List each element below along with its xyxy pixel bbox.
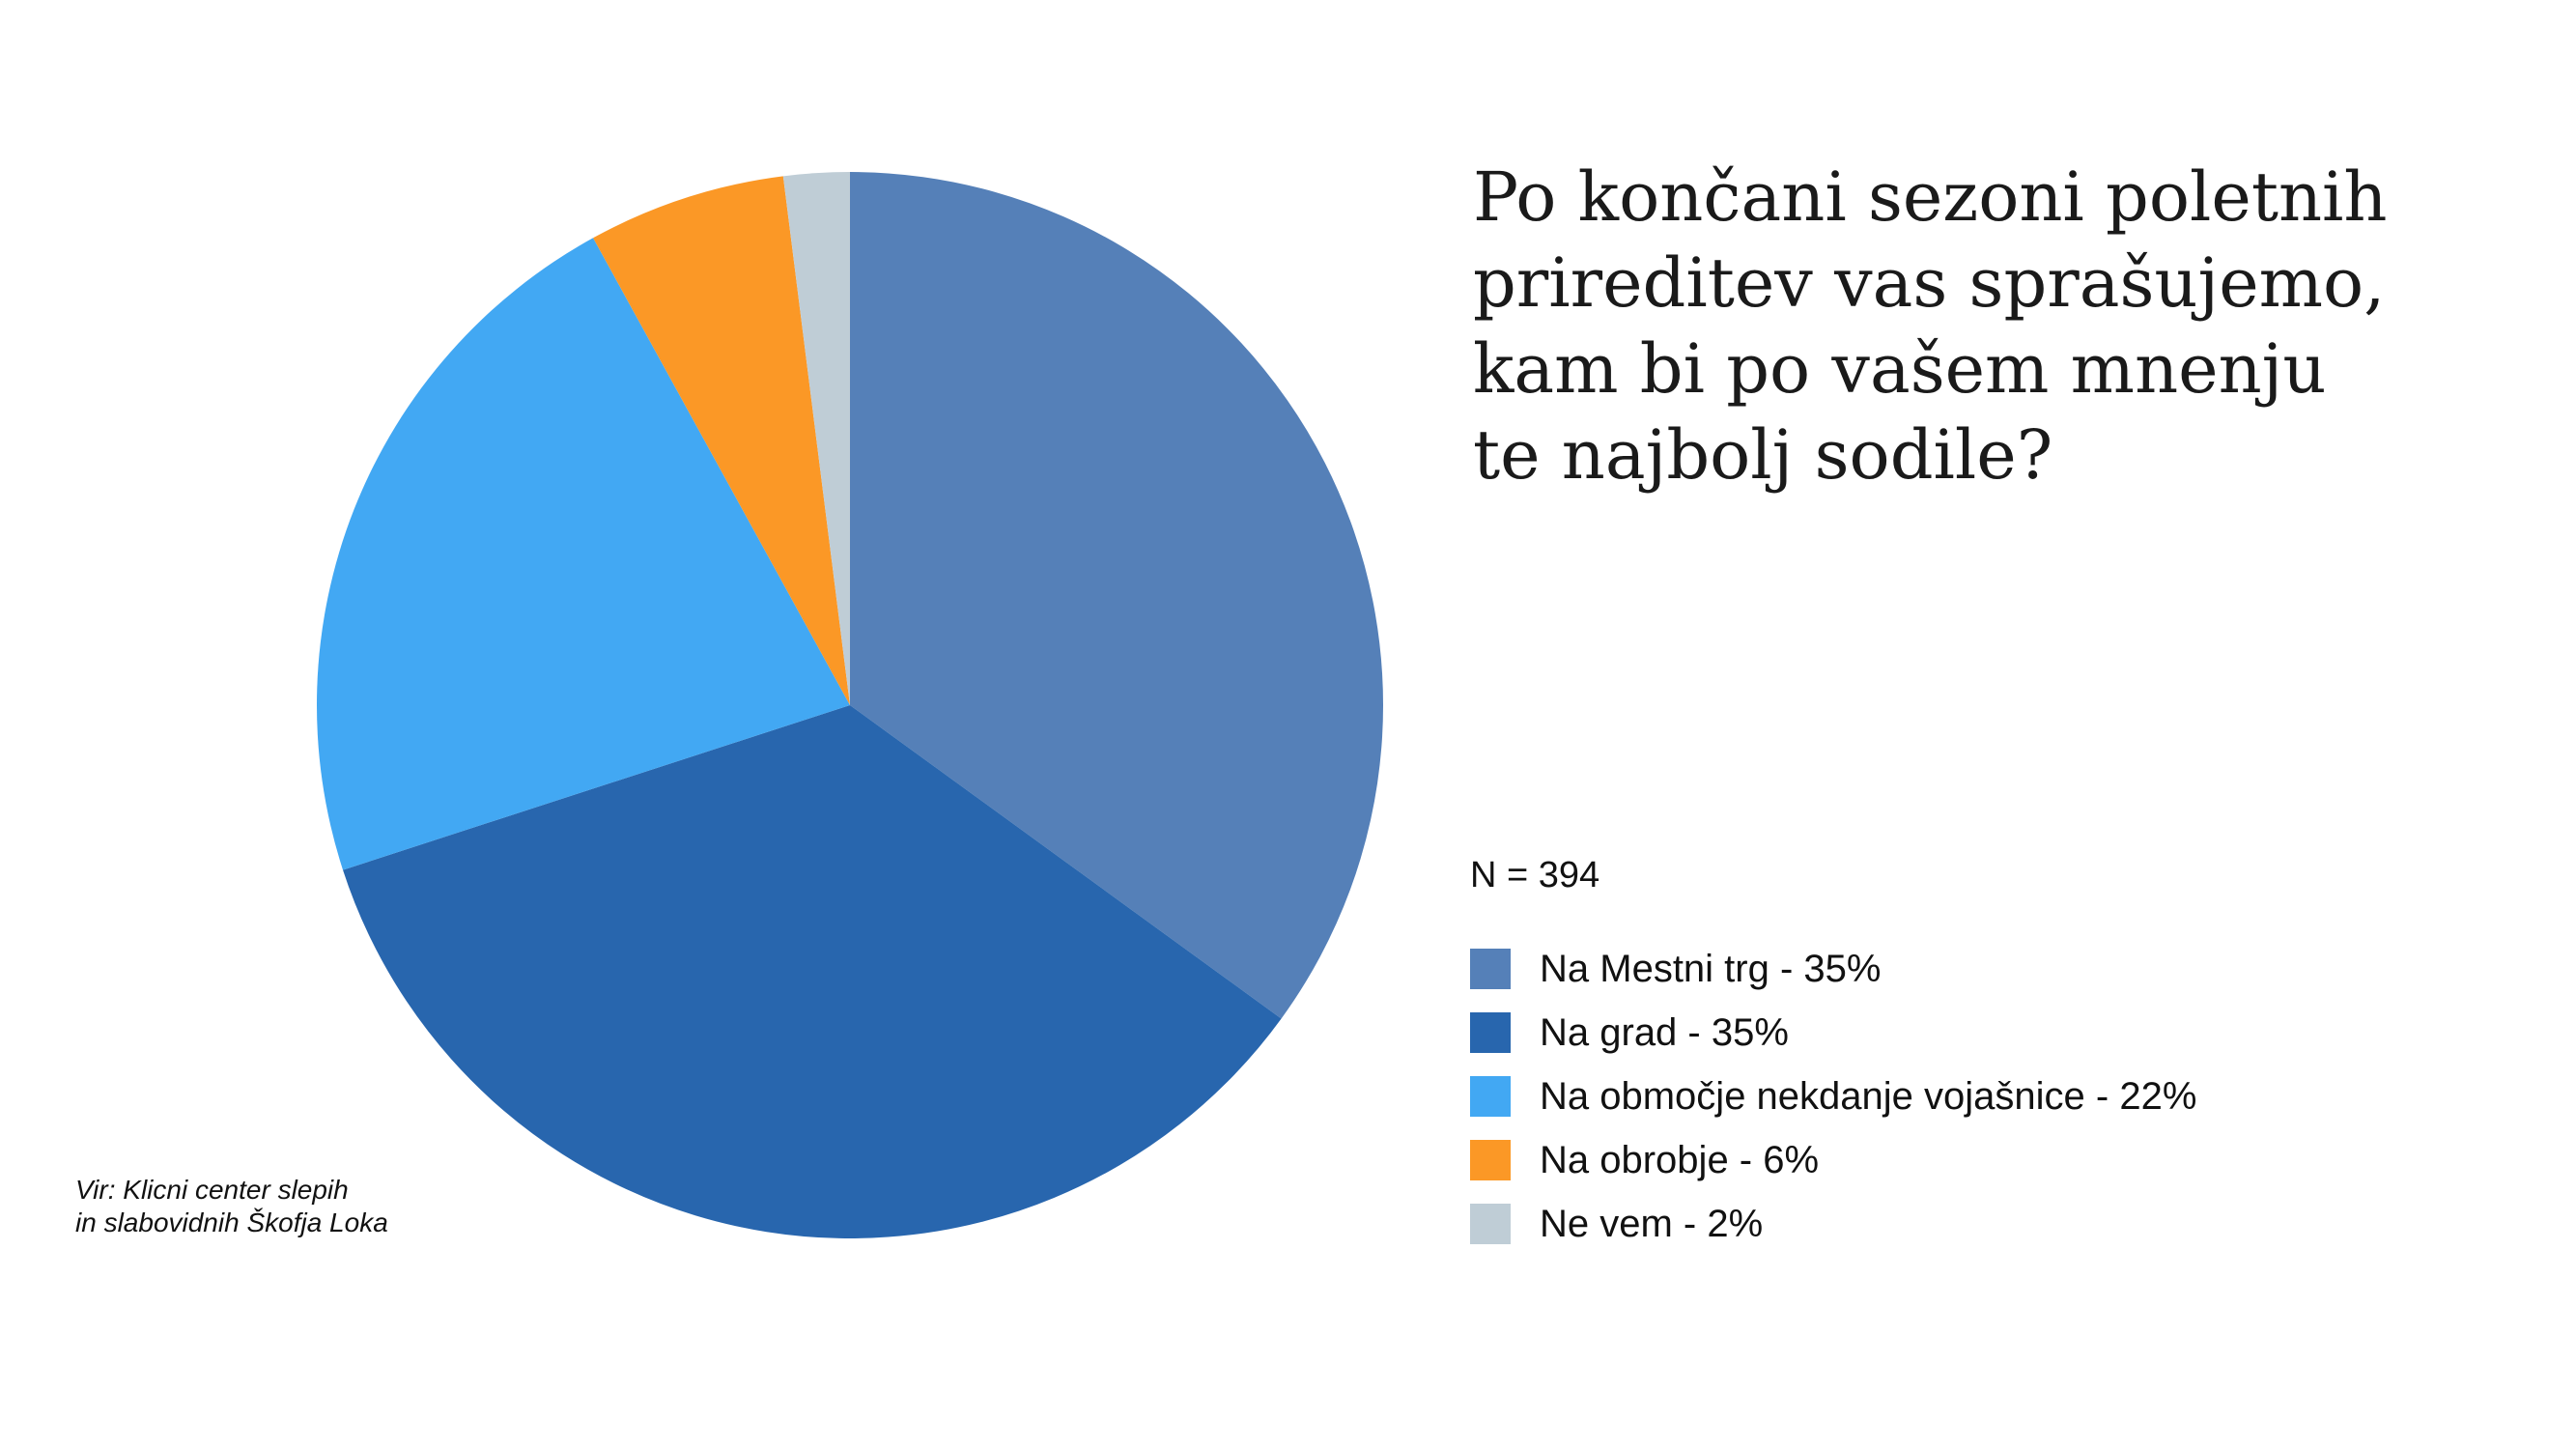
- pie-chart: [317, 172, 1384, 1239]
- source-line-2: in slabovidnih Škofja Loka: [75, 1208, 388, 1237]
- legend-label-vojasnica: Na območje nekdanje vojašnice - 22%: [1540, 1074, 2197, 1118]
- legend-item-vojasnica: Na območje nekdanje vojašnice - 22%: [1470, 1065, 2196, 1128]
- title-line-2: prireditev vas sprašujemo,: [1473, 243, 2386, 323]
- title-line-3: kam bi po vašem mnenju: [1473, 329, 2327, 409]
- legend-swatch-mestni-trg: [1470, 949, 1511, 989]
- legend-label-ne-vem: Ne vem - 2%: [1540, 1202, 1764, 1245]
- legend-label-grad: Na grad - 35%: [1540, 1010, 1789, 1054]
- pie-slice-4: [593, 176, 850, 706]
- legend-swatch-ne-vem: [1470, 1204, 1511, 1244]
- title-line-4: te najbolj sodile?: [1473, 415, 2053, 495]
- legend-label-obrobje: Na obrobje - 6%: [1540, 1138, 1820, 1181]
- pie-slice-1: [850, 172, 1384, 1019]
- source-note: Vir: Klicni center slepih in slabovidnih…: [75, 1174, 388, 1239]
- title-line-1: Po končani sezoni poletnih: [1473, 157, 2388, 237]
- pie-slice-3: [317, 238, 851, 870]
- chart-title: Po končani sezoni poletnih prireditev va…: [1473, 155, 2487, 498]
- legend-item-mestni-trg: Na Mestni trg - 35%: [1470, 937, 2196, 1001]
- legend-item-obrobje: Na obrobje - 6%: [1470, 1128, 2196, 1192]
- legend-label-mestni-trg: Na Mestni trg - 35%: [1540, 947, 1882, 990]
- legend-swatch-obrobje: [1470, 1140, 1511, 1180]
- legend-item-grad: Na grad - 35%: [1470, 1001, 2196, 1065]
- legend-item-ne-vem: Ne vem - 2%: [1470, 1192, 2196, 1256]
- legend-swatch-grad: [1470, 1012, 1511, 1053]
- pie-slice-5: [782, 172, 850, 705]
- legend: Na Mestni trg - 35% Na grad - 35% Na obm…: [1470, 937, 2196, 1256]
- source-line-1: Vir: Klicni center slepih: [75, 1175, 349, 1205]
- pie-slice-2: [343, 705, 1282, 1239]
- legend-swatch-vojasnica: [1470, 1076, 1511, 1117]
- sample-size: N = 394: [1470, 855, 1600, 895]
